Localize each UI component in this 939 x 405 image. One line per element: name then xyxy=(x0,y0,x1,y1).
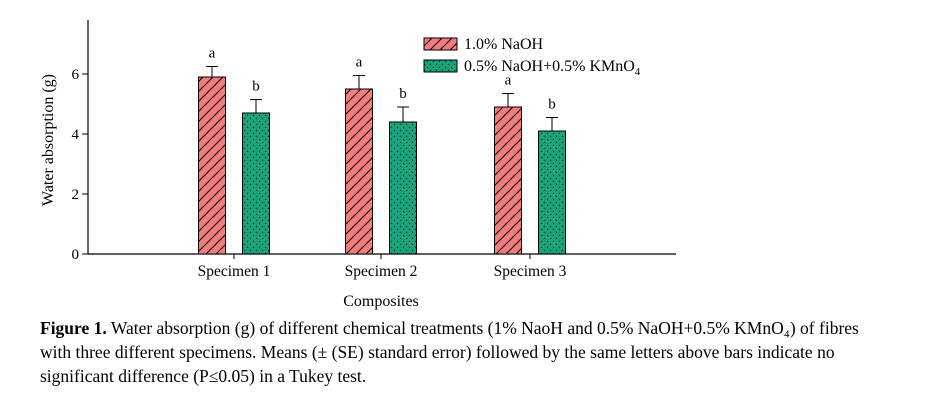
significance-letter: b xyxy=(548,97,556,113)
bar xyxy=(198,76,226,255)
figure-caption: Figure 1. Water absorption (g) of differ… xyxy=(40,316,890,388)
legend-swatch xyxy=(423,59,458,73)
legend-label: 1.0% NaOH xyxy=(464,36,544,53)
y-tick-label: 4 xyxy=(72,127,80,143)
significance-letter: a xyxy=(505,73,512,89)
y-axis-label: Water absorption (g) xyxy=(40,74,57,206)
legend-swatch xyxy=(423,37,458,51)
x-tick-label: Specimen 3 xyxy=(494,263,567,280)
bars: a b a b a b xyxy=(198,46,566,255)
y-tick-label: 2 xyxy=(72,187,80,203)
x-tick-label: Specimen 2 xyxy=(345,263,418,280)
x-tick-label: Specimen 1 xyxy=(198,263,271,280)
figure-caption-text: Water absorption (g) of different chemic… xyxy=(40,318,859,386)
significance-letter: b xyxy=(399,86,407,102)
y-tick-label: 6 xyxy=(72,67,80,83)
bar xyxy=(242,112,270,255)
bar xyxy=(538,130,566,255)
bar xyxy=(494,106,522,255)
x-axis-label: Composites xyxy=(343,293,419,310)
legend: 1.0% NaOH 0.5% NaOH+0.5% KMnO4 xyxy=(423,36,641,78)
significance-letter: b xyxy=(252,79,260,95)
figure-label: Figure 1. xyxy=(40,318,107,338)
axes: 0 2 4 6 Specimen 1 Specimen 2 Specimen 3 xyxy=(72,20,676,280)
y-tick-label: 0 xyxy=(72,247,80,263)
significance-letter: a xyxy=(356,55,363,71)
significance-letter: a xyxy=(209,46,216,62)
bar xyxy=(389,121,417,255)
bar xyxy=(345,88,373,255)
legend-label: 0.5% NaOH+0.5% KMnO4 xyxy=(464,58,641,78)
